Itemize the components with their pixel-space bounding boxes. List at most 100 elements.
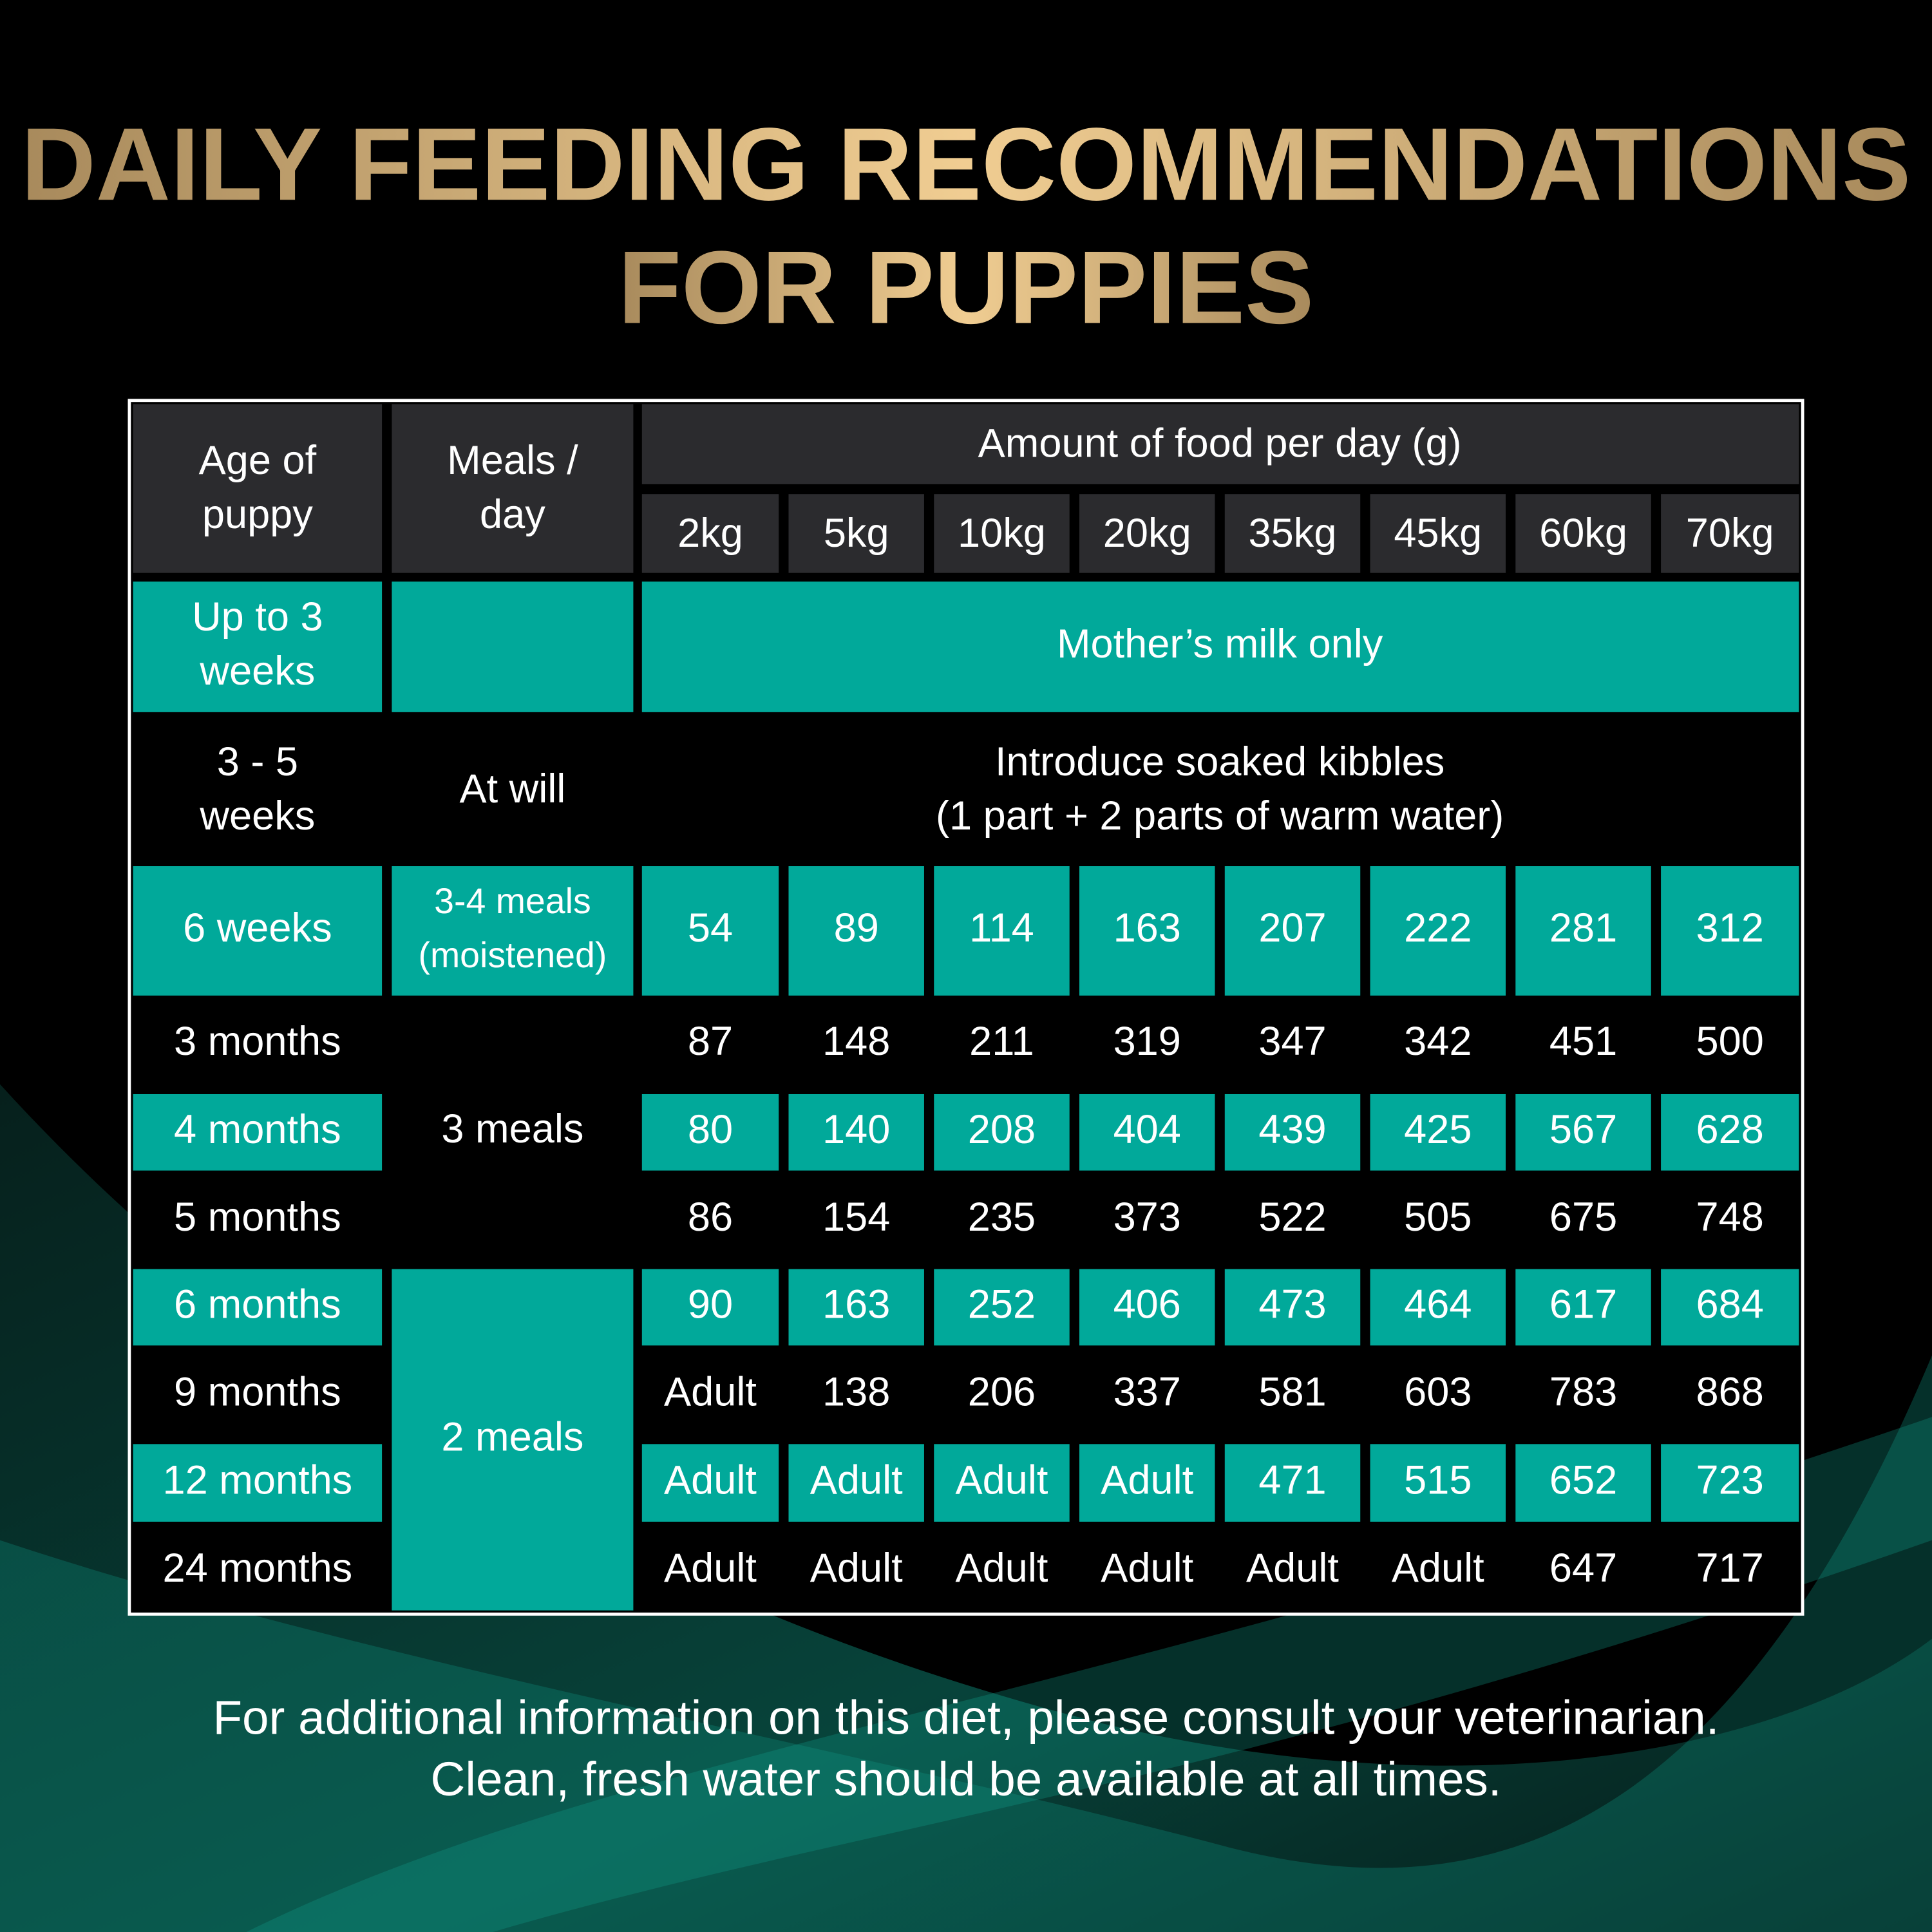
value-text: 319 xyxy=(1113,1019,1181,1064)
age-text: 9 months xyxy=(174,1369,341,1414)
value-text: 567 xyxy=(1549,1107,1617,1152)
value-text: 89 xyxy=(834,905,879,951)
weight-header: 10kg xyxy=(958,511,1046,556)
value-text: 581 xyxy=(1258,1369,1326,1414)
age-text: weeks xyxy=(199,649,315,694)
value-cell xyxy=(1370,1269,1506,1346)
header-cell xyxy=(641,404,1799,484)
value-text: 439 xyxy=(1258,1107,1326,1152)
age-cell xyxy=(133,866,383,996)
value-text: Adult xyxy=(664,1457,757,1502)
header-text: Meals / xyxy=(447,438,578,483)
value-cell xyxy=(1224,1444,1361,1522)
value-cell xyxy=(1224,866,1361,996)
value-cell xyxy=(934,866,1070,996)
header-cell xyxy=(1515,494,1651,573)
value-text: Adult xyxy=(1101,1546,1193,1591)
age-text: Up to 3 xyxy=(192,594,323,639)
value-text: 373 xyxy=(1113,1195,1181,1240)
age-cell xyxy=(133,1444,383,1522)
title: FOR PUPPIES xyxy=(618,231,1314,346)
age-text: 6 weeks xyxy=(183,905,332,951)
header-text: puppy xyxy=(202,492,313,537)
header-cell xyxy=(641,494,779,573)
meals-text: 2 meals xyxy=(441,1414,583,1459)
value-cell xyxy=(1224,1094,1361,1171)
value-text: 154 xyxy=(822,1195,890,1240)
value-text: Adult xyxy=(1101,1457,1193,1502)
age-text: 4 months xyxy=(174,1107,341,1152)
value-cell xyxy=(1370,1094,1506,1171)
note-text: (1 part + 2 parts of warm water) xyxy=(936,793,1504,838)
header-cell xyxy=(392,404,634,573)
value-text: 652 xyxy=(1549,1457,1617,1502)
value-text: 515 xyxy=(1404,1457,1472,1502)
value-text: 222 xyxy=(1404,905,1472,951)
value-cell xyxy=(1515,1094,1651,1171)
value-text: 617 xyxy=(1549,1282,1617,1327)
value-text: 684 xyxy=(1696,1282,1764,1327)
value-text: 500 xyxy=(1696,1019,1764,1064)
value-text: 206 xyxy=(968,1369,1036,1414)
meals-text: At will xyxy=(459,766,565,811)
value-text: 54 xyxy=(688,905,733,951)
value-cell xyxy=(1079,1269,1215,1346)
header-text: day xyxy=(480,492,545,537)
note-text: Introduce soaked kibbles xyxy=(995,739,1444,784)
value-text: 404 xyxy=(1113,1107,1181,1152)
value-text: 337 xyxy=(1113,1369,1181,1414)
header-text: Amount of food per day (g) xyxy=(978,421,1462,466)
swoosh xyxy=(0,1355,1932,1932)
meals-text: 3-4 meals xyxy=(434,881,591,921)
value-cell xyxy=(934,1269,1070,1346)
value-cell xyxy=(1661,866,1799,996)
value-cell xyxy=(641,1444,779,1522)
footer-text: Clean, fresh water should be available a… xyxy=(430,1752,1501,1806)
value-cell xyxy=(934,1094,1070,1171)
age-text: 6 months xyxy=(174,1282,341,1327)
value-text: Adult xyxy=(664,1369,757,1414)
value-cell xyxy=(1661,1094,1799,1171)
age-text: 24 months xyxy=(162,1546,352,1591)
value-cell xyxy=(1079,1094,1215,1171)
meals-cell xyxy=(392,866,634,996)
value-text: 628 xyxy=(1696,1107,1764,1152)
value-cell xyxy=(1515,1269,1651,1346)
value-text: 281 xyxy=(1549,905,1617,951)
header-text: Age of xyxy=(199,438,317,483)
value-cell xyxy=(788,1269,924,1346)
meals-text: (moistened) xyxy=(418,935,607,975)
weight-header: 60kg xyxy=(1539,511,1627,556)
value-text: 90 xyxy=(688,1282,733,1327)
note-cell xyxy=(641,582,1799,712)
value-text: 208 xyxy=(968,1107,1036,1152)
value-cell xyxy=(1515,866,1651,996)
value-text: Adult xyxy=(810,1457,903,1502)
age-text: 3 - 5 xyxy=(217,739,298,784)
value-text: 140 xyxy=(822,1107,890,1152)
value-text: 342 xyxy=(1404,1019,1472,1064)
value-text: 148 xyxy=(822,1019,890,1064)
value-cell xyxy=(641,1269,779,1346)
swoosh xyxy=(0,1084,1932,1932)
value-text: 138 xyxy=(822,1369,890,1414)
weight-header: 2kg xyxy=(677,511,743,556)
swoosh xyxy=(246,1417,1932,1932)
value-text: 505 xyxy=(1404,1195,1472,1240)
header-cell xyxy=(934,494,1070,573)
meals-cell xyxy=(392,582,634,712)
value-text: Adult xyxy=(664,1546,757,1591)
value-text: 868 xyxy=(1696,1369,1764,1414)
header-cell xyxy=(788,494,924,573)
header-cell xyxy=(1079,494,1215,573)
header-cell xyxy=(133,404,383,573)
footer-text: For additional information on this diet,… xyxy=(213,1690,1719,1745)
value-text: 252 xyxy=(968,1282,1036,1327)
header-cell xyxy=(1661,494,1799,573)
weight-header: 20kg xyxy=(1103,511,1191,556)
value-text: 603 xyxy=(1404,1369,1472,1414)
value-text: 347 xyxy=(1258,1019,1326,1064)
value-cell xyxy=(1079,1444,1215,1522)
